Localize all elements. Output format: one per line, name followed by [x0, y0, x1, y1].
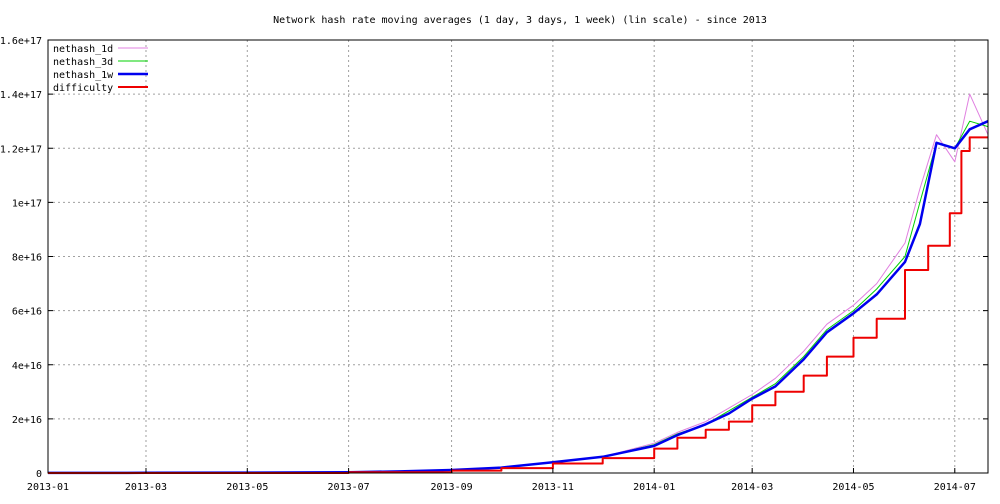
series-lines [47, 93, 989, 475]
y-tick-label: 1.2e+17 [0, 144, 42, 155]
y-tick-label: 1.4e+17 [0, 90, 42, 101]
legend-label-difficulty: difficulty [53, 83, 113, 94]
chart-title: Network hash rate moving averages (1 day… [273, 15, 767, 26]
x-tick-label: 2014-05 [832, 482, 874, 493]
x-tick-label: 2013-11 [532, 482, 574, 493]
axis-ticks: 2013-01 2013-03 2013-05 2013-07 2013-09 2013-… [0, 36, 988, 493]
y-tick-label: 6e+16 [12, 307, 42, 318]
x-tick-label: 2013-03 [125, 482, 167, 493]
x-tick-label: 2014-01 [633, 482, 675, 493]
y-tick-label: 0 [36, 469, 42, 480]
y-tick-label: 1e+17 [12, 198, 42, 209]
series-line-nethash_3d [47, 120, 989, 474]
legend: nethash_1d nethash_3d nethash_1w difficulty [53, 44, 148, 94]
x-tick-label: 2014-07 [934, 482, 976, 493]
legend-label-nethash_1w: nethash_1w [53, 70, 114, 81]
grid-lines [47, 40, 988, 473]
x-tick-label: 2013-05 [226, 482, 268, 493]
y-tick-label: 2e+16 [12, 415, 42, 426]
x-tick-label: 2014-03 [731, 482, 773, 493]
series-line-nethash_1d [47, 93, 989, 474]
x-tick-label: 2013-09 [430, 482, 472, 493]
x-tick-label: 2013-07 [328, 482, 370, 493]
y-tick-label: 8e+16 [12, 253, 42, 264]
legend-label-nethash_3d: nethash_3d [53, 57, 113, 68]
series-line-difficulty [48, 136, 988, 474]
legend-label-nethash_1d: nethash_1d [53, 44, 113, 55]
y-tick-label: 1.6e+17 [0, 36, 42, 47]
y-tick-label: 4e+16 [12, 361, 42, 372]
x-tick-label: 2013-01 [27, 482, 69, 493]
series-line-nethash_1w [47, 120, 989, 475]
